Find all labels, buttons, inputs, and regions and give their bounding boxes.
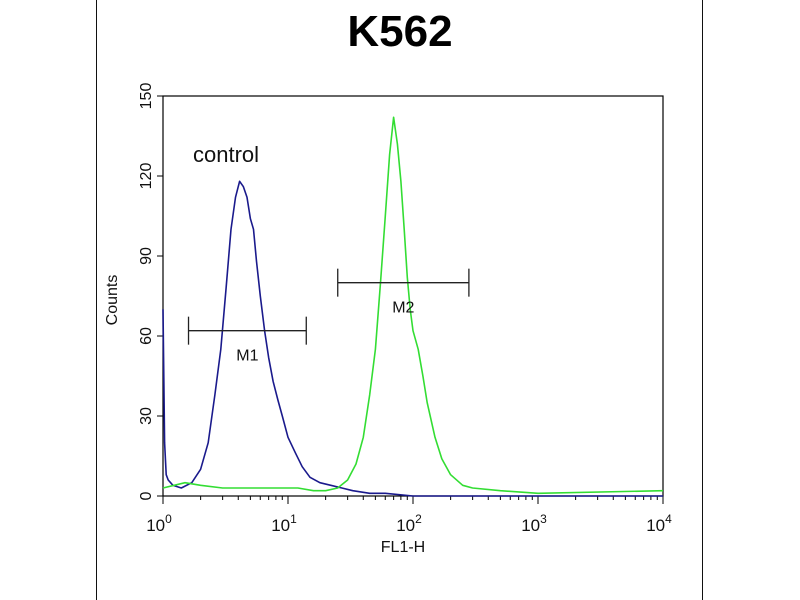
series-line-1 [162, 180, 663, 497]
x-tick-label: 103 [521, 512, 547, 535]
x-tick-base: 10 [396, 516, 415, 535]
figure-frame [96, 0, 703, 600]
chart-title: K562 [347, 7, 453, 56]
x-tick-exponent: 3 [540, 512, 547, 526]
x-axis: 100 101 102 103 104 [146, 496, 672, 535]
x-tick-base: 10 [521, 516, 540, 535]
x-tick-exponent: 0 [165, 512, 172, 526]
x-tick-base: 10 [271, 516, 290, 535]
x-tick-label: 100 [146, 512, 172, 535]
marker-label: M2 [392, 300, 414, 317]
x-tick-label: 101 [271, 512, 297, 535]
y-axis: 0 30 60 90 120 150 [138, 83, 163, 500]
x-tick-base: 10 [146, 516, 165, 535]
gate-markers: M1 M2 [187, 268, 470, 365]
x-tick-label: 102 [396, 512, 422, 535]
x-tick-exponent: 2 [415, 512, 422, 526]
y-tick-label: 30 [138, 407, 155, 425]
y-tick-label: 90 [138, 247, 155, 265]
marker-label: M1 [236, 348, 258, 365]
x-axis-label: FL1-H [381, 539, 425, 556]
series-line-2 [162, 116, 664, 495]
y-tick-label: 150 [138, 83, 155, 110]
y-axis-label: Counts [104, 275, 121, 326]
y-tick-label: 120 [138, 163, 155, 190]
y-tick-label: 0 [138, 491, 155, 500]
control-label: control [193, 142, 259, 167]
x-tick-base: 10 [646, 516, 665, 535]
data-series [162, 116, 664, 497]
x-tick-label: 104 [646, 512, 672, 535]
x-tick-exponent: 1 [290, 512, 297, 526]
y-tick-label: 60 [138, 327, 155, 345]
x-tick-exponent: 4 [665, 512, 672, 526]
